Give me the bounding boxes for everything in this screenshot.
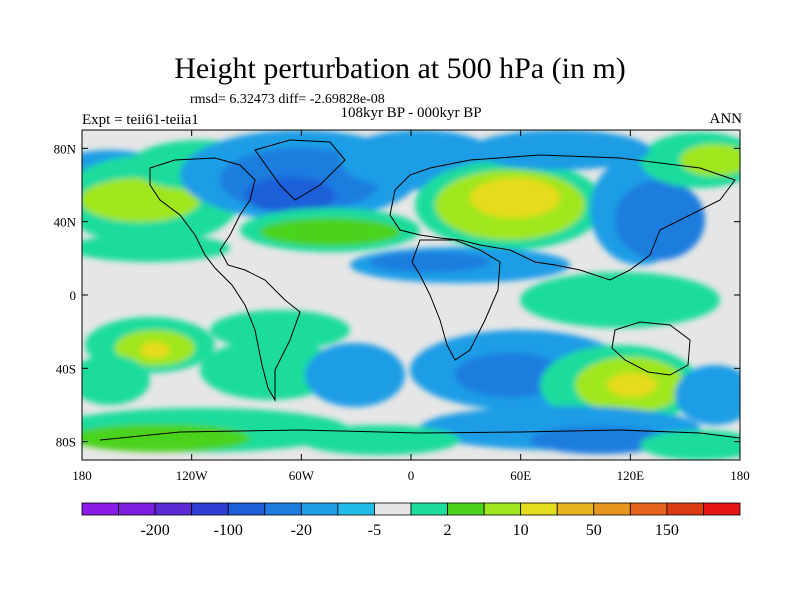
colorbar-swatch [556,502,595,516]
contour-blob [607,373,657,397]
colorbar-swatch [374,502,412,516]
contour-blob [82,178,200,222]
lat-tick-label: 80N [54,141,77,156]
eurasia-coast [389,154,736,281]
colorbar: -200 -100 -20 -5 2 10 50 150 [81,502,741,539]
lon-tick-label: 180 [730,468,750,483]
height-perturbation-field [82,130,740,460]
colorbar-swatch [300,502,339,516]
greenland-coast [254,139,346,201]
americas-coast [149,157,301,402]
lon-tick-label: 120W [176,468,209,483]
colorbar-swatch [154,502,193,516]
colorbar-label: -5 [368,522,381,539]
contour-blob [200,340,340,400]
australia-coast [611,321,691,376]
colorbar-label: -200 [140,522,169,539]
antarctica-coast [99,429,740,441]
contour-blob [82,355,150,405]
contour-blob [470,178,560,218]
contour-blob [470,130,650,170]
lat-tick-label: 80S [56,435,76,450]
contour-blob [530,426,670,454]
contour-blob [210,310,350,350]
contour-blob [82,234,230,262]
colorbar-label: -100 [214,522,243,539]
lat-tick-label: 40N [54,215,77,230]
colorbar-label: 2 [444,522,452,539]
lon-tick-label: 60E [510,468,531,483]
colorbar-swatch [593,502,631,516]
colorbar-label: 50 [586,522,602,539]
lon-tick-label: 120E [617,468,645,483]
lon-tick-label: 0 [408,468,415,483]
colorbar-label: 150 [655,522,679,539]
contour-blob [370,252,490,272]
colorbar-swatch [264,502,302,516]
season-label: ANN [709,111,743,127]
lon-tick-label: 180 [72,468,92,483]
colorbar-swatch [520,502,558,516]
contour-blob [675,365,740,425]
period-label: 108kyr BP - 000kyr BP [340,105,482,121]
lat-tick-label: 40S [56,361,76,376]
lat-tick-label: 0 [70,288,77,303]
colorbar-swatch [629,502,668,516]
contour-blob [260,218,400,246]
colorbar-swatch [337,502,375,516]
rmsd-subtitle: rmsd= 6.32473 diff= -2.69828e-08 [190,92,385,107]
contour-blob [615,180,705,260]
colorbar-swatch [81,502,119,516]
colorbar-label: -20 [291,522,312,539]
experiment-label: Expt = teii61-teiia1 [82,112,199,128]
africa-coast [411,239,501,361]
colorbar-swatch [191,502,229,516]
colorbar-swatch [447,502,485,516]
chart-title: Height perturbation at 500 hPa (in m) [174,52,626,85]
colorbar-swatch [227,502,266,516]
colorbar-swatch [410,502,448,516]
contour-blob [300,425,460,455]
colorbar-swatch [483,502,522,516]
axis-ticks: 180 120W 60W 0 60E 120E 180 80N 40N 0 40S 80S [54,130,750,483]
coastlines [99,139,740,441]
contour-blob [305,343,405,407]
contour-blob [455,353,565,397]
colorbar-swatch [703,502,741,516]
contour-blob [82,424,250,452]
contour-blob [140,342,170,358]
contour-blob [680,144,740,176]
colorbar-swatch [118,502,156,516]
contour-blob [520,272,720,328]
contour-blob [640,430,740,460]
lon-tick-label: 60W [289,468,315,483]
colorbar-label: 10 [513,522,529,539]
colorbar-swatch [666,502,704,516]
